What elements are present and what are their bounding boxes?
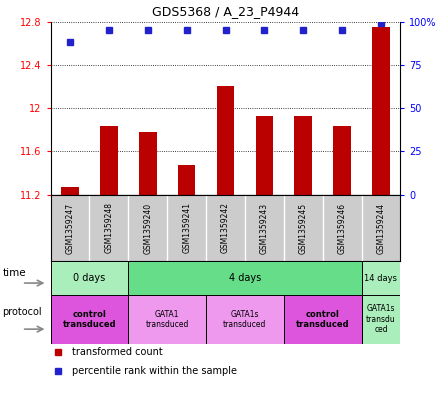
Bar (372, 27, 390, 195)
Text: GSM1359241: GSM1359241 (182, 202, 191, 253)
Text: protocol: protocol (3, 307, 42, 317)
Bar (362, 261, 400, 295)
Text: GSM1359248: GSM1359248 (104, 202, 114, 253)
Text: 4 days: 4 days (229, 273, 261, 283)
Text: GSM1359243: GSM1359243 (260, 202, 269, 253)
Text: 14 days: 14 days (364, 274, 397, 283)
Text: GSM1359247: GSM1359247 (66, 202, 74, 253)
Text: 0 days: 0 days (73, 273, 106, 283)
Text: time: time (3, 268, 26, 278)
Bar (334, 127, 351, 195)
Bar (284, 295, 362, 344)
Bar (294, 116, 312, 195)
Bar (61, 187, 79, 195)
Bar (51, 261, 128, 295)
Text: percentile rank within the sample: percentile rank within the sample (72, 366, 237, 376)
Text: control
transduced: control transduced (296, 310, 349, 329)
Text: transformed count: transformed count (72, 347, 162, 357)
Bar (139, 132, 157, 195)
Text: GSM1359244: GSM1359244 (377, 202, 385, 253)
Text: control
transduced: control transduced (62, 310, 116, 329)
Text: GSM1359242: GSM1359242 (221, 202, 230, 253)
Bar (217, 86, 234, 195)
Title: GDS5368 / A_23_P4944: GDS5368 / A_23_P4944 (152, 5, 299, 18)
Bar (362, 295, 400, 344)
Bar (128, 295, 206, 344)
Text: GSM1359240: GSM1359240 (143, 202, 152, 253)
Bar (206, 295, 284, 344)
Bar (51, 295, 128, 344)
Bar (128, 261, 362, 295)
Bar (178, 165, 195, 195)
Text: GSM1359245: GSM1359245 (299, 202, 308, 253)
Text: GATA1s
transduced: GATA1s transduced (223, 310, 267, 329)
Text: GATA1s
transdu
ced: GATA1s transdu ced (366, 305, 396, 334)
Text: GATA1
transduced: GATA1 transduced (146, 310, 189, 329)
Bar (256, 116, 273, 195)
Text: GSM1359246: GSM1359246 (337, 202, 347, 253)
Bar (100, 127, 117, 195)
